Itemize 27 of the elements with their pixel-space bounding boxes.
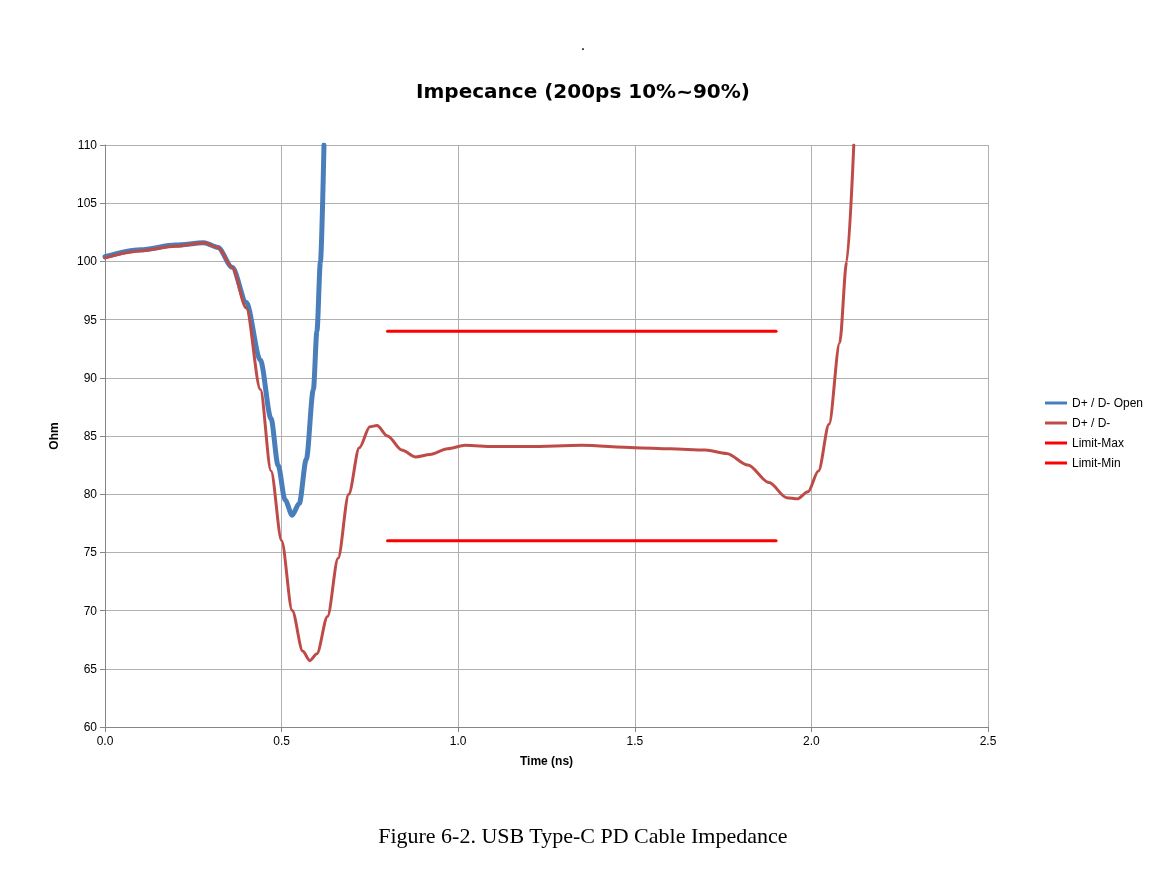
y-tick-label: 100 [76, 254, 98, 269]
y-tick-label: 65 [83, 661, 98, 676]
x-tick-label: 2.0 [803, 734, 821, 748]
y-axis-title: Ohm [47, 422, 61, 450]
x-tick-label: 1.5 [626, 734, 644, 748]
y-tick-label: 90 [83, 370, 98, 385]
legend-label: D+ / D- Open [1071, 396, 1143, 410]
y-tick-label: 95 [83, 312, 98, 327]
y-tick-label: 70 [83, 603, 98, 618]
legend-label: Limit-Min [1071, 456, 1121, 470]
y-tick-label: 80 [83, 487, 98, 502]
legend-label: D+ / D- [1071, 416, 1111, 430]
y-tick-label: 85 [83, 429, 98, 443]
y-tick-label: 105 [76, 196, 98, 211]
x-tick-label: 0.5 [273, 734, 291, 748]
text: . [580, 35, 586, 53]
x-axis-title: Time (ns) [519, 754, 574, 768]
x-tick-label: 1.0 [449, 734, 467, 748]
line-series [103, 143, 856, 663]
y-tick-label: 60 [83, 720, 98, 734]
y-tick-label: 75 [83, 545, 98, 560]
legend-label: Limit-Max [1071, 436, 1124, 450]
chart-title: Impecance (200ps 10%~90%) [416, 79, 750, 103]
x-tick-label: 2.5 [979, 734, 997, 748]
caption: Figure 6-2. USB Type-C PD Cable Impedance [378, 822, 788, 848]
y-tick-label: 110 [77, 138, 98, 152]
x-tick-label: 0.0 [96, 734, 114, 748]
